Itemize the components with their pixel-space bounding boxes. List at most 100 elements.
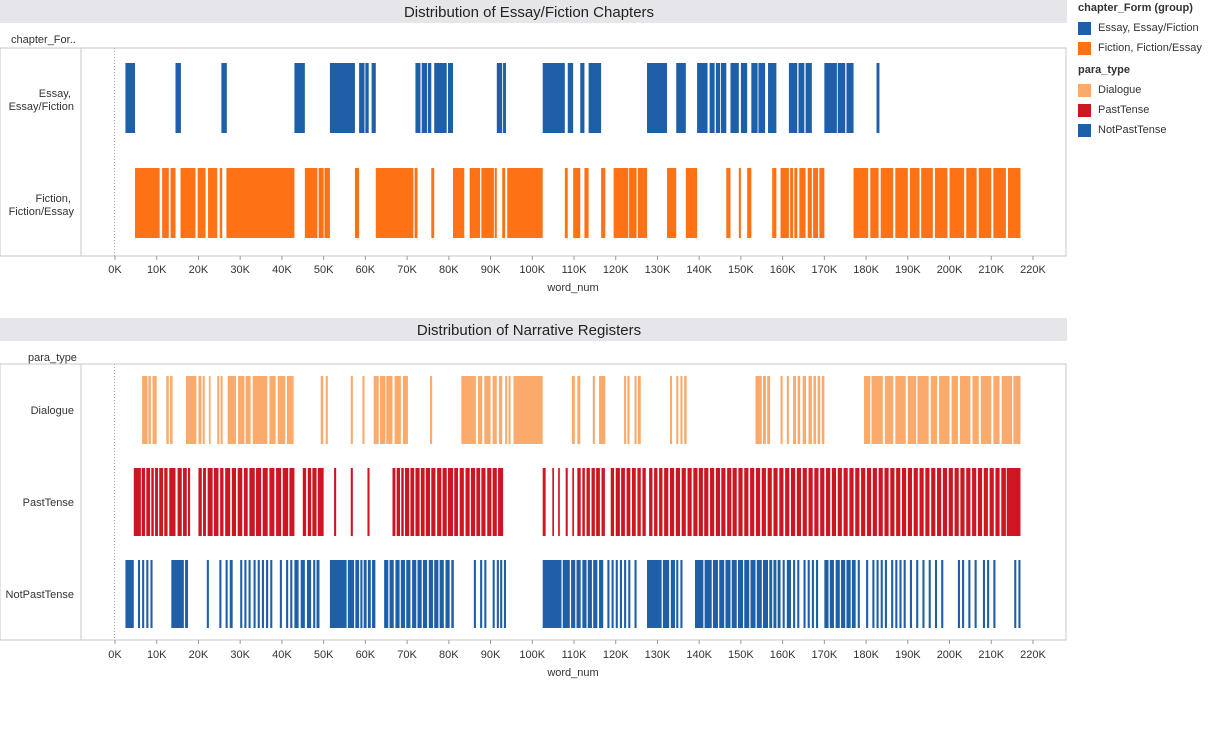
strip-mark	[208, 376, 211, 444]
strip-mark	[552, 468, 554, 536]
strip-mark	[389, 560, 394, 628]
strip-mark	[177, 468, 182, 536]
legend-label: Essay, Essay/Fiction	[1098, 22, 1199, 34]
strip-mark	[980, 376, 992, 444]
row-label: NotPastTense	[6, 589, 74, 601]
strip-mark	[788, 63, 798, 133]
legend-item-essay[interactable]: Essay, Essay/Fiction	[1078, 18, 1218, 38]
strip-mark	[916, 560, 919, 628]
strip-mark	[155, 468, 158, 536]
strip-mark	[676, 560, 679, 628]
x-tick-label: 70K	[397, 649, 417, 661]
legend-item-notpasttense[interactable]: NotPastTense	[1078, 120, 1218, 140]
strip-mark	[664, 468, 669, 536]
strip-mark	[642, 468, 646, 536]
strip-mark	[805, 63, 812, 133]
strip-mark	[966, 168, 977, 238]
strip-mark	[855, 468, 860, 536]
strip-mark	[231, 468, 237, 536]
strip-mark	[807, 168, 812, 238]
strip-mark	[903, 560, 906, 628]
strip-mark	[798, 63, 805, 133]
legend-item-pasttense[interactable]: PastTense	[1078, 100, 1218, 120]
strip-mark	[993, 560, 996, 628]
strip-mark	[325, 376, 328, 444]
strip-mark	[135, 168, 160, 238]
strip-mark	[496, 63, 503, 133]
strip-mark	[269, 376, 276, 444]
strip-mark	[487, 468, 492, 536]
strip-mark	[481, 468, 486, 536]
strip-mark	[767, 376, 771, 444]
strip-mark	[365, 63, 369, 133]
strip-mark	[313, 560, 316, 628]
legend-label: NotPastTense	[1098, 124, 1167, 136]
strip-mark	[542, 560, 562, 628]
chart1-x-axis: 0K 10K 20K 30K 40K 50K 60K 70K 80K 90K 100K 110K 120…	[108, 256, 1047, 276]
x-tick-label: 10K	[147, 649, 167, 661]
strip-mark	[808, 376, 812, 444]
chart-title: Distribution of Narrative Registers	[417, 322, 641, 339]
x-tick-label: 90K	[481, 649, 501, 661]
strip-mark	[693, 468, 698, 536]
chart-essay-fiction: Distribution of Essay/Fiction Chapters c…	[0, 0, 1067, 294]
strip-mark	[220, 468, 224, 536]
strip-mark	[763, 560, 769, 628]
strip-mark	[492, 468, 497, 536]
strip-mark	[780, 376, 783, 444]
strip-mark	[803, 560, 806, 628]
legend-item-dialogue[interactable]: Dialogue	[1078, 80, 1218, 100]
strip-mark	[159, 468, 163, 536]
strip-mark	[359, 63, 365, 133]
strip-mark	[306, 560, 312, 628]
strip-mark	[422, 560, 428, 628]
strip-mark	[253, 560, 256, 628]
strip-mark	[245, 376, 251, 444]
strip-mark	[162, 168, 169, 238]
chart-narrative-registers: Distribution of Narrative Registers para…	[0, 318, 1067, 679]
strip-mark	[719, 560, 725, 628]
strip-mark	[414, 168, 418, 238]
legend-item-fiction[interactable]: Fiction, Fiction/Essay	[1078, 38, 1218, 58]
x-tick-label: 70K	[397, 264, 417, 276]
strip-mark	[427, 63, 432, 133]
strip-mark	[164, 468, 168, 536]
row-labels: Dialogue PastTense NotPastTense	[6, 405, 74, 601]
strip-mark	[324, 168, 330, 238]
strip-mark	[907, 468, 912, 536]
strip-mark	[571, 560, 576, 628]
x-tick-label: 140K	[686, 264, 712, 276]
x-axis-title: word_num	[546, 667, 598, 679]
strip-mark	[175, 63, 181, 133]
strip-mark	[415, 63, 421, 133]
strip-mark	[402, 376, 408, 444]
strip-mark	[934, 168, 948, 238]
strip-mark	[829, 560, 834, 628]
strip-mark	[966, 468, 971, 536]
strip-mark	[542, 468, 546, 536]
legend-group-chapter-form: chapter_Form (group) Essay, Essay/Fictio…	[1078, 2, 1218, 58]
strip-mark	[142, 376, 148, 444]
strip-mark	[565, 468, 568, 536]
strip-mark	[151, 468, 154, 536]
strip-mark	[901, 468, 907, 536]
strip-mark	[993, 168, 1006, 238]
x-axis-title: word_num	[546, 282, 598, 294]
strip-mark	[942, 468, 948, 536]
strip-mark	[917, 376, 929, 444]
strip-mark	[613, 168, 629, 238]
strip-mark	[459, 468, 464, 536]
strip-mark	[704, 560, 712, 628]
strip-mark	[750, 560, 756, 628]
strip-mark	[813, 376, 817, 444]
strip-mark	[972, 468, 977, 536]
strip-mark	[925, 468, 930, 536]
strip-mark	[769, 560, 773, 628]
row-label-essay-line1: Essay,	[39, 88, 71, 100]
strip-mark	[430, 376, 433, 444]
strip-mark	[626, 468, 631, 536]
strip-mark	[347, 560, 355, 628]
strip-mark	[290, 560, 293, 628]
strip-mark	[217, 376, 220, 444]
strip-mark	[484, 560, 487, 628]
